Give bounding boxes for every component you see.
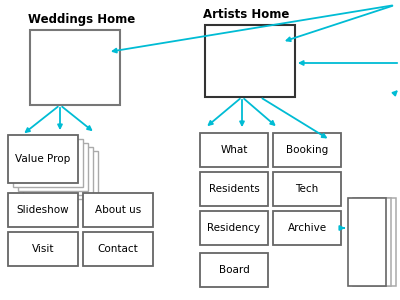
Text: Booking: Booking <box>286 145 328 155</box>
Bar <box>8 232 78 266</box>
Text: Artists Home: Artists Home <box>203 8 289 21</box>
Bar <box>205 25 295 97</box>
Bar <box>30 30 120 105</box>
Bar <box>83 193 153 227</box>
Text: Contact: Contact <box>98 244 138 254</box>
Text: Visit: Visit <box>32 244 54 254</box>
Bar <box>13 139 83 187</box>
Text: What: What <box>220 145 248 155</box>
Bar <box>18 143 88 191</box>
Bar <box>23 147 93 195</box>
Text: Residents: Residents <box>209 184 259 194</box>
Text: Residency: Residency <box>208 223 260 233</box>
Bar <box>200 133 268 167</box>
Bar <box>273 133 341 167</box>
Bar <box>83 232 153 266</box>
Bar <box>273 172 341 206</box>
Text: Weddings Home: Weddings Home <box>28 13 135 26</box>
Bar <box>273 211 341 245</box>
Bar <box>200 211 268 245</box>
Bar <box>358 198 396 286</box>
Text: Board: Board <box>219 265 249 275</box>
Text: Archive: Archive <box>288 223 326 233</box>
Bar <box>8 193 78 227</box>
Text: About us: About us <box>95 205 141 215</box>
Bar <box>348 198 386 286</box>
Bar <box>28 151 98 199</box>
Text: Slideshow: Slideshow <box>17 205 69 215</box>
Text: Tech: Tech <box>295 184 319 194</box>
Bar <box>8 135 78 183</box>
Bar <box>200 253 268 287</box>
Text: Value Prop: Value Prop <box>15 154 71 164</box>
Bar <box>200 172 268 206</box>
Bar <box>353 198 391 286</box>
